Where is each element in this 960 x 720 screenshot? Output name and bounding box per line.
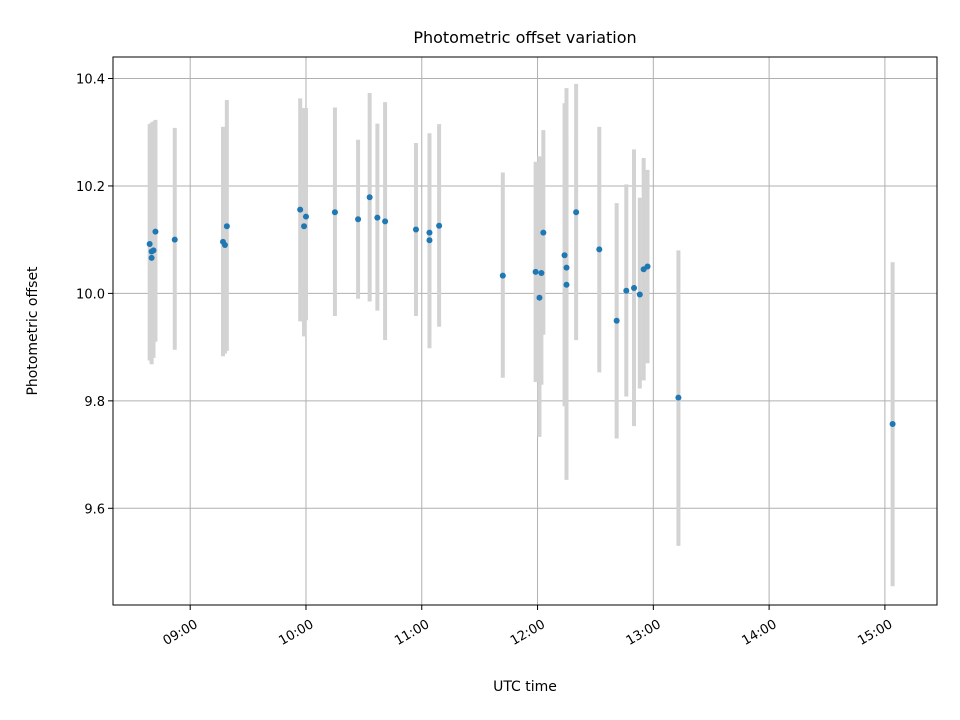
data-point <box>623 287 630 294</box>
y-axis-ticks: 9.6 9.8 10.0 10.2 10.4 <box>76 72 113 517</box>
x-tick-label: 13:00 <box>624 617 664 649</box>
data-point <box>382 218 389 225</box>
data-point <box>563 264 570 271</box>
error-bars <box>147 83 895 587</box>
y-tick-label: 9.6 <box>84 502 105 517</box>
data-point <box>889 420 896 427</box>
data-point <box>221 242 228 249</box>
data-point <box>331 209 338 216</box>
data-point <box>150 247 157 254</box>
data-point <box>536 294 543 301</box>
data-point <box>302 213 309 220</box>
data-point <box>223 223 230 230</box>
x-tick-label: 10:00 <box>276 617 316 649</box>
data-point <box>644 263 651 270</box>
grid-lines <box>113 57 937 605</box>
data-point <box>675 394 682 401</box>
y-tick-label: 10.2 <box>76 180 105 195</box>
x-tick-label: 14:00 <box>740 617 780 649</box>
data-point <box>613 317 620 324</box>
data-point <box>301 223 308 230</box>
data-point <box>426 237 433 244</box>
data-point <box>563 281 570 288</box>
data-point <box>561 252 568 259</box>
chart-title: Photometric offset variation <box>413 28 636 47</box>
data-point <box>540 229 547 236</box>
y-tick-label: 10.4 <box>76 72 105 87</box>
data-point <box>538 269 545 276</box>
x-axis-ticks: 09:00 10:00 11:00 12:00 13:00 14:00 15:00 <box>161 605 895 649</box>
y-tick-label: 10.0 <box>76 287 105 302</box>
data-point <box>532 268 539 275</box>
data-point <box>374 214 381 221</box>
data-point <box>366 194 373 201</box>
x-tick-label: 11:00 <box>392 617 432 649</box>
data-point <box>355 216 362 223</box>
plot-frame <box>112 56 938 606</box>
data-point <box>436 222 443 229</box>
data-point <box>426 229 433 236</box>
x-tick-label: 15:00 <box>855 617 895 649</box>
data-point <box>636 291 643 298</box>
data-point <box>412 226 419 233</box>
x-tick-label: 12:00 <box>508 617 548 649</box>
y-tick-label: 9.8 <box>84 395 105 410</box>
data-point <box>297 206 304 213</box>
data-point <box>148 254 155 261</box>
y-axis-label: Photometric offset <box>25 266 41 396</box>
data-point <box>631 285 638 292</box>
data-point <box>146 240 153 247</box>
data-point <box>171 236 178 243</box>
data-point <box>152 228 159 235</box>
data-point <box>596 246 603 253</box>
data-point <box>499 272 506 279</box>
data-point <box>573 209 580 216</box>
data-points <box>146 194 896 427</box>
x-axis-label: UTC time <box>493 679 557 695</box>
x-tick-label: 09:00 <box>161 617 201 649</box>
